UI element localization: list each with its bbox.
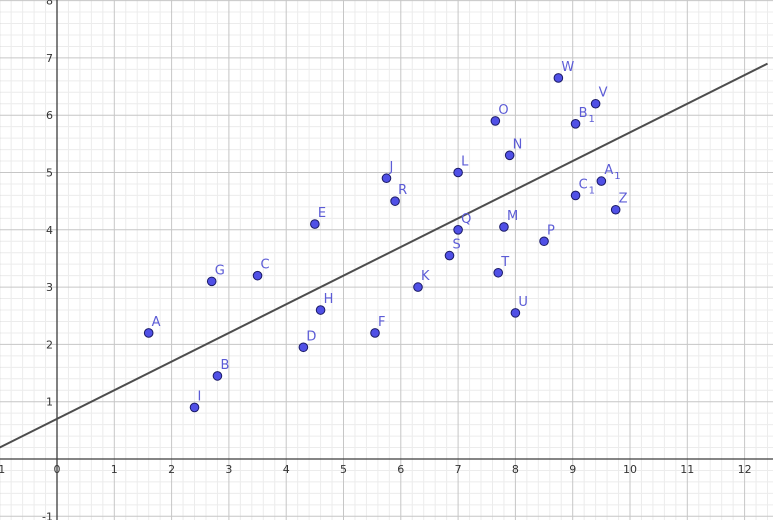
data-point[interactable] [590,98,601,109]
y-tick-label: 1 [46,396,53,409]
point-label: S [453,238,461,253]
y-tick-label: -1 [42,510,53,520]
x-tick-label: 4 [283,463,290,476]
x-tick-label: 11 [680,463,694,476]
data-point[interactable] [212,371,223,381]
x-tick-label: 7 [455,463,462,476]
x-tick-label: 8 [512,463,519,476]
x-tick-label: 10 [623,463,637,476]
point-label: L [461,155,469,170]
data-point[interactable] [570,118,581,129]
point-label: A [152,315,161,330]
point-label: M [507,209,518,224]
y-tick-label: 7 [46,52,53,65]
data-point[interactable] [390,196,400,206]
point-label: U [518,295,528,310]
data-point[interactable] [206,276,217,287]
data-point[interactable] [252,270,263,281]
point-label: D [306,329,316,344]
x-tick-label: 5 [340,463,347,476]
point-label-subscript: 1 [588,114,594,125]
point-label: I [198,389,202,404]
y-tick-label: 4 [46,224,53,237]
data-point[interactable] [453,167,463,178]
regression-line [0,62,768,449]
data-point[interactable] [453,225,463,235]
point-label: T [500,255,509,270]
data-point[interactable] [298,342,309,353]
point-label-subscript: 1 [589,185,595,196]
point-label: J [388,160,393,175]
data-point[interactable] [610,204,621,215]
data-point[interactable] [189,402,200,413]
data-point[interactable] [493,267,504,278]
data-point[interactable] [315,305,326,315]
point-label: V [599,86,608,101]
x-tick-label: 0 [54,463,61,476]
x-tick-label: 3 [225,463,232,476]
data-point[interactable] [510,308,521,318]
x-tick-label: 12 [738,463,752,476]
data-point[interactable] [143,328,154,338]
point-label: B [220,358,229,373]
data-point[interactable] [490,116,501,126]
y-tick-label: 2 [46,338,53,351]
data-point[interactable] [310,219,320,229]
point-label: G [215,263,225,278]
point-label: C1 [579,177,595,196]
data-point[interactable] [370,328,380,338]
point-label: R [398,183,407,198]
point-label: P [547,223,555,238]
x-tick-label: 2 [168,463,175,476]
data-point[interactable] [499,222,509,232]
y-tick-label: 5 [46,167,53,180]
data-point[interactable] [381,173,392,184]
point-label: F [378,315,385,330]
x-tick-label: 9 [569,463,576,476]
y-tick-label: 3 [46,281,53,294]
regression-line-layer [0,62,768,449]
point-label: Z [619,192,628,207]
point-label: E [318,206,326,221]
y-tick-label: 8 [46,0,53,8]
x-tick-label: 6 [397,463,404,476]
data-point[interactable] [570,190,581,201]
point-label: K [421,269,430,284]
point-label: C [261,258,270,273]
data-point[interactable] [504,150,515,161]
data-point[interactable] [444,250,455,261]
point-label: N [513,137,523,152]
point-label-subscript: 1 [614,171,620,182]
data-point[interactable] [553,73,564,83]
data-point[interactable] [596,176,607,186]
x-tick-label: -1 [0,463,5,476]
x-tick-label: 1 [111,463,118,476]
point-label: B1 [579,106,595,125]
point-label: W [561,60,574,75]
point-label: O [498,103,508,118]
data-point[interactable] [539,236,549,247]
data-point[interactable] [413,282,423,292]
point-label: H [324,292,334,307]
point-label: Q [461,212,471,227]
y-tick-label: 6 [46,109,53,122]
